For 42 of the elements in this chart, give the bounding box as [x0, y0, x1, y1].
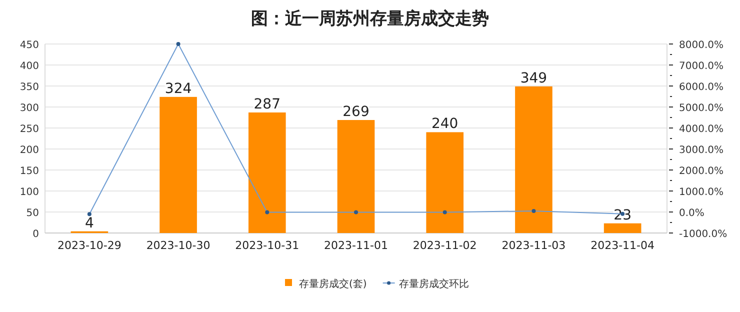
x-tick-label: 2023-11-01: [324, 239, 388, 252]
bar: [337, 120, 375, 233]
bar: [604, 223, 642, 233]
data-label: 349: [520, 70, 548, 86]
x-tick-label: 2023-11-03: [502, 239, 566, 252]
data-label: 287: [254, 96, 281, 112]
chart-title: 图：近一周苏州存量房成交走势: [251, 9, 489, 29]
x-tick-label: 2023-11-02: [412, 239, 477, 252]
x-tick-label: 2023-10-31: [235, 239, 300, 252]
y2-tick-label: -1000.0%: [679, 229, 728, 240]
legend-label: 存量房成交(套): [299, 278, 367, 290]
y-tick-label: 50: [26, 208, 39, 219]
y-tick-label: 250: [20, 124, 39, 135]
y-tick-label: 150: [20, 166, 39, 177]
y-tick-label: 300: [20, 103, 39, 114]
y2-tick-label: 7000.0%: [679, 61, 724, 72]
y2-tick-label: 5000.0%: [679, 103, 724, 114]
bar: [248, 112, 286, 233]
bar: [515, 86, 552, 233]
y2-tick-label: 0.0%: [679, 208, 704, 219]
y2-tick-label: 8000.0%: [679, 40, 724, 51]
x-tick-label: 2023-10-30: [146, 239, 210, 252]
y-tick-label: 350: [20, 82, 39, 93]
y-tick-label: 450: [20, 40, 39, 51]
data-label: 269: [342, 104, 370, 120]
y2-tick-label: 2000.0%: [679, 166, 724, 177]
y2-tick-label: 4000.0%: [679, 124, 724, 135]
y2-tick-label: 1000.0%: [679, 187, 724, 198]
y2-tick-label: 6000.0%: [679, 82, 724, 93]
x-tick-label: 2023-10-29: [57, 239, 122, 252]
y2-tick-label: 3000.0%: [679, 145, 724, 156]
y-tick-label: 400: [20, 61, 39, 72]
legend-label: 存量房成交环比: [398, 278, 469, 290]
bar: [426, 132, 464, 233]
data-label: 4: [84, 215, 94, 232]
x-tick-label: 2023-11-04: [590, 239, 655, 252]
y-tick-label: 100: [20, 187, 39, 198]
y-tick-label: 0: [32, 229, 39, 240]
data-label: 240: [431, 116, 458, 132]
bar: [160, 96, 197, 233]
data-label: 324: [164, 80, 192, 97]
y-tick-label: 200: [20, 145, 39, 156]
